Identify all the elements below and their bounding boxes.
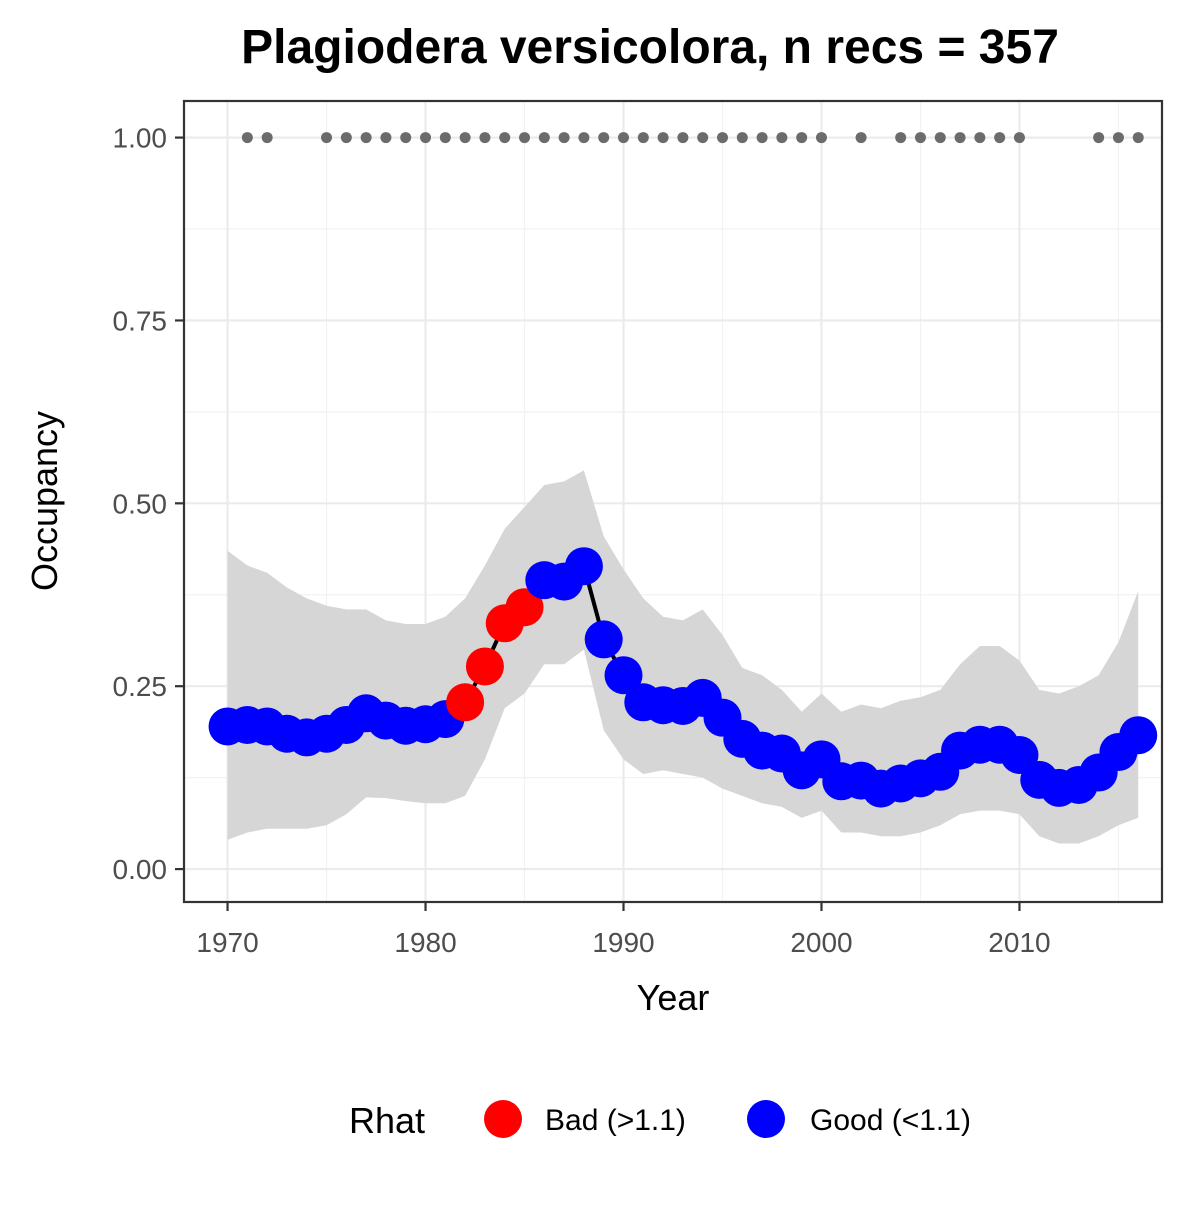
panel-border: [182, 99, 1164, 904]
record-dot: [994, 132, 1006, 144]
legend-title: Rhat: [349, 1100, 425, 1141]
y-tick-label: 0.50: [113, 488, 168, 519]
record-dot: [796, 132, 808, 144]
x-tick-label: 1990: [592, 927, 654, 958]
record-dots: [241, 132, 1144, 144]
legend-key-good: [747, 1100, 785, 1138]
record-dot: [360, 132, 372, 144]
record-dot: [400, 132, 412, 144]
record-dot: [756, 132, 768, 144]
point-good: [604, 656, 643, 695]
record-dot: [657, 132, 669, 144]
record-dot: [1013, 132, 1025, 144]
point-bad: [465, 647, 504, 686]
credible-interval-ribbon: [227, 470, 1139, 844]
occupancy-points: [208, 547, 1158, 808]
x-tick-label: 2000: [790, 927, 852, 958]
ribbon-area: [227, 470, 1139, 844]
record-dot: [815, 132, 827, 144]
x-tick-label: 2010: [988, 927, 1050, 958]
record-dot: [855, 132, 867, 144]
record-dot: [637, 132, 649, 144]
point-good: [584, 620, 623, 659]
legend-key-bad: [484, 1100, 522, 1138]
y-tick-label: 0.75: [113, 305, 168, 336]
record-dot: [578, 132, 590, 144]
record-dot: [736, 132, 748, 144]
y-tick-label: 1.00: [113, 123, 168, 154]
record-dot: [914, 132, 926, 144]
record-dot: [321, 132, 333, 144]
chart-title: Plagiodera versicolora, n recs = 357: [241, 21, 1059, 74]
record-dot: [1093, 132, 1105, 144]
record-dot: [1132, 132, 1144, 144]
legend-label-good: Good (<1.1): [810, 1104, 971, 1137]
record-dot: [776, 132, 788, 144]
x-axis-title: Year: [637, 977, 710, 1018]
point-good: [564, 547, 603, 586]
record-dot: [934, 132, 946, 144]
record-dot: [479, 132, 491, 144]
record-dot: [895, 132, 907, 144]
record-dot: [261, 132, 273, 144]
record-dot: [558, 132, 570, 144]
record-dot: [439, 132, 451, 144]
point-bad: [505, 588, 544, 627]
record-dot: [598, 132, 610, 144]
point-good: [1119, 716, 1158, 755]
record-dot: [538, 132, 550, 144]
record-dot: [499, 132, 511, 144]
record-dot: [380, 132, 392, 144]
x-tick-label: 1970: [196, 927, 258, 958]
record-dot: [1112, 132, 1124, 144]
legend-label-bad: Bad (>1.1): [545, 1104, 686, 1137]
record-dot: [420, 132, 432, 144]
record-dot: [974, 132, 986, 144]
record-dot: [241, 132, 253, 144]
y-tick-label: 0.25: [113, 671, 168, 702]
record-dot: [677, 132, 689, 144]
axes: 1970 1980 1990 2000 2010 0.00 0.25 0.50 0.75 1.00: [113, 123, 1051, 958]
record-dot: [697, 132, 709, 144]
point-bad: [446, 683, 485, 722]
record-dot: [716, 132, 728, 144]
y-axis-title: Occupancy: [24, 411, 65, 591]
y-tick-label: 0.00: [113, 854, 168, 885]
record-dot: [519, 132, 531, 144]
record-dot: [618, 132, 630, 144]
record-dot: [954, 132, 966, 144]
legend: Rhat Bad (>1.1) Good (<1.1): [349, 1100, 971, 1141]
x-tick-label: 1980: [394, 927, 456, 958]
record-dot: [340, 132, 352, 144]
record-dot: [459, 132, 471, 144]
